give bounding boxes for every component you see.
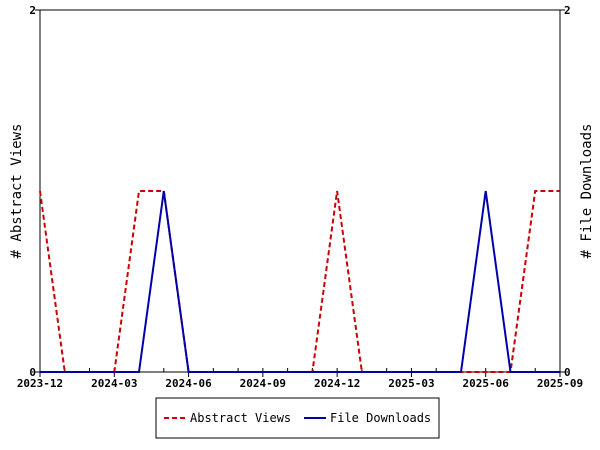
x-tick-label: 2023-12 — [17, 377, 63, 390]
y-tick-label-left: 0 — [29, 366, 36, 379]
legend-box — [155, 397, 440, 439]
x-tick-label: 2025-09 — [537, 377, 583, 390]
y-tick-label-right: 0 — [564, 366, 571, 379]
series-line-abstract-views — [39, 190, 560, 373]
y-axis-title-left: # Abstract Views — [9, 124, 25, 259]
x-tick-label: 2024-03 — [91, 377, 137, 390]
x-tick-label: 2024-12 — [314, 377, 360, 390]
x-tick-label: 2024-09 — [240, 377, 286, 390]
x-tick-label: 2025-03 — [388, 377, 434, 390]
x-tick-label: 2025-06 — [463, 377, 510, 390]
series-line-file-downloads — [40, 190, 560, 373]
y-tick-label-right: 2 — [564, 4, 571, 17]
y-tick-label-left: 2 — [29, 4, 36, 17]
legend-label-file-downloads: File Downloads — [330, 411, 431, 425]
plot-area — [39, 9, 561, 373]
legend: Abstract Views File Downloads — [155, 397, 440, 439]
legend-label-abstract-views: Abstract Views — [190, 411, 291, 425]
x-tick-label: 2024-06 — [165, 377, 212, 390]
y-axis-title-right: # File Downloads — [579, 124, 595, 259]
